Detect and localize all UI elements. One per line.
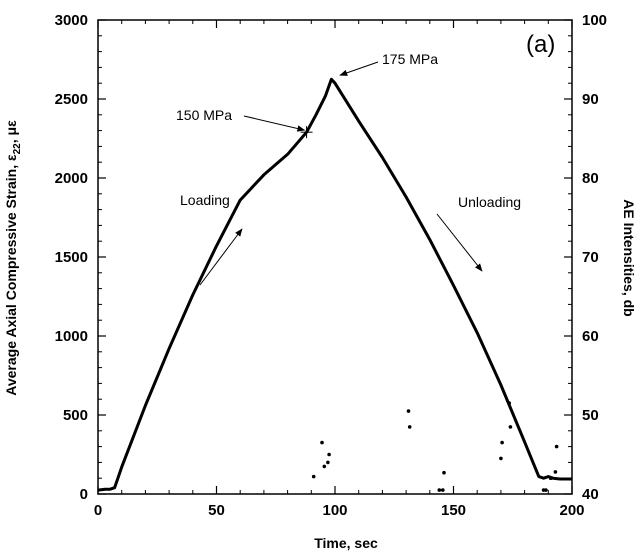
y2-tick-label: 100 (582, 12, 607, 29)
panel-label: (a) (526, 31, 555, 58)
annotation-175-mpa: 175 MPa (382, 51, 438, 67)
annotation-loading: Loading (180, 192, 230, 208)
annotations: 150 MPa 175 MPa Loading Unloading (176, 51, 521, 286)
ae-point (544, 488, 548, 492)
x-tick-label: 200 (559, 502, 584, 519)
x-tick-label: 0 (94, 502, 102, 519)
arrow-150-mpa (243, 115, 306, 132)
ae-point (507, 401, 512, 405)
ae-point (326, 460, 330, 465)
y-tick-label: 1500 (55, 249, 88, 266)
y-tick-label: 2000 (55, 170, 88, 187)
x-ticks: 0 50 100 150 200 (94, 20, 585, 519)
arrow-unloading (436, 213, 483, 272)
y2-tick-label: 90 (582, 91, 599, 108)
y-tick-label: 2500 (55, 91, 88, 108)
ae-point (320, 440, 324, 445)
y2-tick-label: 40 (582, 486, 599, 503)
ae-point (499, 456, 503, 461)
y2-axis-title: AE Intensities, db (621, 199, 637, 316)
ae-point (442, 470, 446, 475)
annotation-150-mpa: 150 MPa (176, 107, 232, 123)
arrow-loading (199, 228, 243, 286)
y-tick-label: 3000 (55, 12, 88, 29)
ae-point (553, 470, 558, 474)
y-axis-title-unit: , με (3, 120, 19, 143)
plot-axes (97, 19, 573, 495)
ae-point (407, 425, 412, 429)
x-tick-label: 100 (322, 502, 347, 519)
strain-curve (97, 77, 572, 492)
y-axis-title: Average Axial Compressive Strain, ε22, μ… (3, 120, 23, 396)
y-tick-label: 500 (63, 407, 88, 424)
ae-point (437, 488, 442, 492)
y2-tick-label: 50 (582, 407, 599, 424)
annotation-unloading: Unloading (458, 194, 521, 210)
ae-point (554, 444, 559, 449)
y-axis-title-main: Average Axial Compressive Strain, ε (3, 154, 19, 396)
ae-point (508, 425, 513, 429)
y2-tick-label: 70 (582, 249, 599, 266)
x-tick-label: 50 (208, 502, 225, 519)
ae-point (441, 488, 445, 492)
y-right-ticks: 40 50 60 70 80 90 100 (564, 12, 607, 503)
y-axis-title-subscript: 22 (12, 143, 23, 155)
y-tick-label: 1000 (55, 328, 88, 345)
y2-tick-label: 80 (582, 170, 599, 187)
y-left-ticks: 0 500 1000 1500 2000 2500 3000 (55, 12, 106, 503)
arrow-175-mpa (339, 61, 379, 76)
ae-point (322, 464, 327, 469)
ae-point (500, 440, 504, 445)
ae-point (327, 452, 331, 457)
data-series (97, 77, 572, 492)
y-tick-label: 0 (80, 486, 88, 503)
ae-point (548, 476, 553, 481)
x-axis-title: Time, sec (314, 535, 378, 551)
ae-point (406, 409, 411, 413)
ae-point (311, 474, 316, 479)
plot-frame (97, 19, 573, 495)
y2-tick-label: 60 (582, 328, 599, 345)
x-tick-label: 150 (441, 502, 466, 519)
